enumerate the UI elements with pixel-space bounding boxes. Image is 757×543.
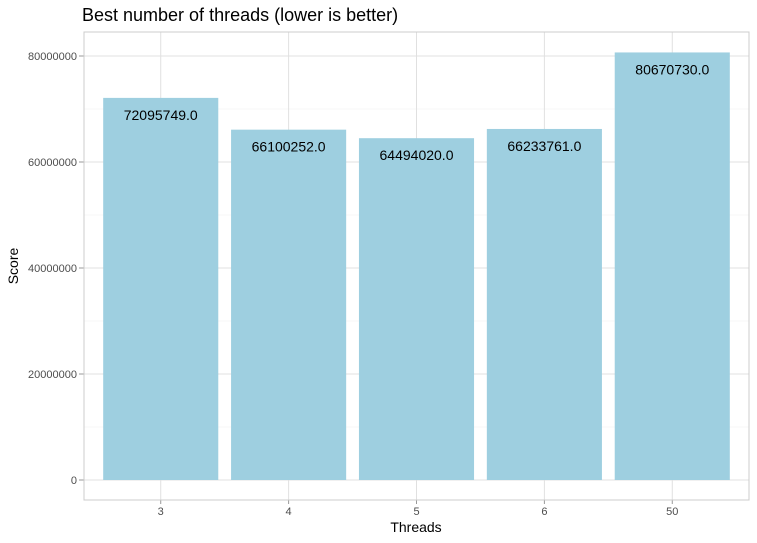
y-tick-label: 40000000 — [28, 263, 77, 275]
bar-6 — [486, 128, 602, 480]
x-tick-label: 5 — [413, 506, 419, 518]
bar-value-labels: 72095749.0 66100252.0 64494020.0 66233761.0… — [124, 61, 710, 163]
bar-3 — [103, 97, 219, 481]
bar-4 — [231, 129, 347, 480]
y-tick-label: 60000000 — [28, 157, 77, 169]
bar-value-label: 66233761.0 — [507, 138, 581, 154]
y-tick-label: 20000000 — [28, 369, 77, 381]
chart-title: Best number of threads (lower is better) — [82, 5, 398, 25]
bar-50 — [614, 52, 730, 480]
y-tick-label: 80000000 — [28, 51, 77, 63]
bars — [103, 52, 730, 481]
panel-border — [83, 31, 750, 501]
bar-value-label: 66100252.0 — [252, 139, 326, 155]
y-axis-title: Score — [5, 248, 21, 285]
bar-value-label: 64494020.0 — [380, 147, 454, 163]
x-axis-ticks: 3 4 5 6 50 — [158, 500, 678, 518]
bar-5 — [358, 138, 475, 480]
y-tick-label: 0 — [71, 475, 77, 487]
x-tick-label: 50 — [666, 506, 678, 518]
x-tick-label: 3 — [158, 506, 164, 518]
y-axis-ticks: 0 20000000 40000000 60000000 80000000 — [28, 51, 84, 487]
bar-value-label: 72095749.0 — [124, 107, 198, 123]
bar-value-label: 80670730.0 — [635, 61, 709, 77]
x-axis-title: Threads — [390, 519, 441, 535]
x-tick-label: 4 — [286, 506, 292, 518]
x-tick-label: 6 — [541, 506, 547, 518]
